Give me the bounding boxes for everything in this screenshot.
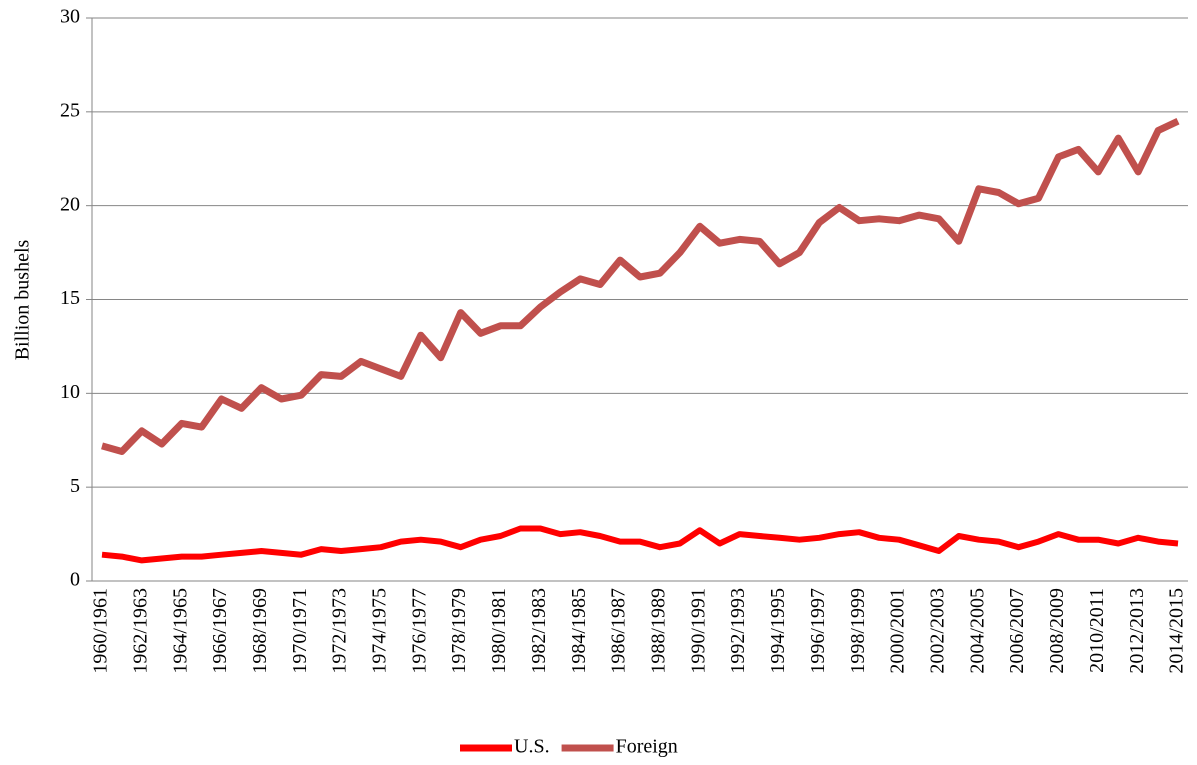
series-line [101, 525, 1179, 564]
y-tick-label: 20 [60, 193, 80, 215]
x-tick-label: 1998/1999 [847, 588, 869, 674]
x-tick-label: 1982/1983 [528, 588, 550, 674]
legend-label: U.S. [514, 736, 550, 758]
x-tick-label: 1962/1963 [129, 588, 151, 674]
x-tick-label: 2002/2003 [927, 588, 949, 674]
y-tick-label: 30 [60, 6, 80, 28]
x-tick-label: 1972/1973 [329, 588, 351, 674]
x-tick-label: 1994/1995 [767, 588, 789, 674]
x-tick-label: 1992/1993 [727, 588, 749, 674]
x-tick-label: 1984/1985 [568, 588, 590, 674]
x-tick-label: 1980/1981 [488, 588, 510, 674]
x-tick-label: 2004/2005 [966, 588, 988, 674]
x-tick-label: 1990/1991 [687, 588, 709, 674]
x-tick-label: 2000/2001 [887, 588, 909, 674]
y-axis-label: Billion bushels [12, 240, 34, 361]
x-tick-label: 1966/1967 [209, 588, 231, 674]
x-tick-label: 1974/1975 [369, 588, 391, 674]
x-tick-label: 1964/1965 [169, 588, 191, 674]
y-tick-label: 15 [60, 287, 80, 309]
series-line [101, 118, 1180, 455]
x-tick-label: 2012/2013 [1126, 588, 1148, 674]
y-tick-label: 0 [70, 569, 80, 591]
x-tick-label: 1996/1997 [807, 588, 829, 674]
x-tick-label: 2010/2011 [1086, 588, 1108, 673]
x-tick-label: 1978/1979 [448, 588, 470, 674]
x-tick-label: 2006/2007 [1006, 588, 1028, 674]
x-tick-label: 1988/1989 [648, 588, 670, 674]
y-tick-label: 10 [60, 381, 80, 403]
x-tick-label: 1986/1987 [608, 588, 630, 674]
y-tick-label: 25 [60, 99, 80, 121]
y-tick-label: 5 [70, 475, 80, 497]
x-tick-label: 2014/2015 [1166, 588, 1188, 674]
x-tick-label: 1976/1977 [408, 588, 430, 674]
x-tick-label: 1970/1971 [289, 588, 311, 674]
x-tick-label: 1968/1969 [249, 588, 271, 674]
x-tick-label: 2008/2009 [1046, 588, 1068, 674]
x-tick-label: 1960/1961 [90, 588, 112, 674]
legend-label: Foreign [616, 736, 678, 758]
